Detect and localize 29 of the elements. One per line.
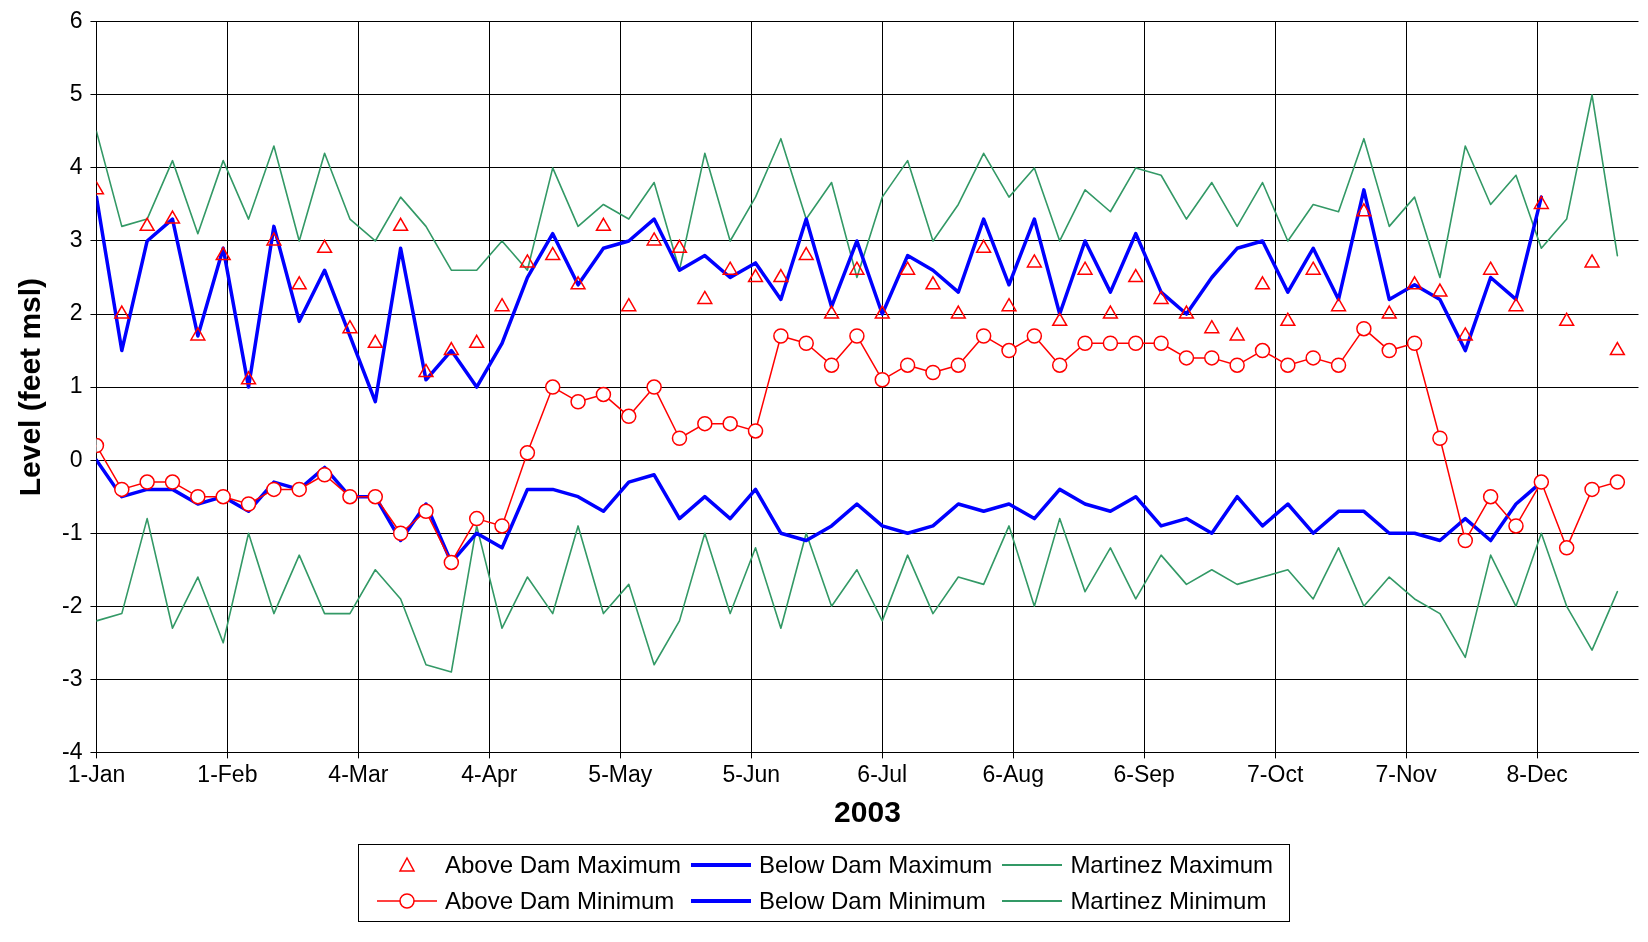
legend-label: Above Dam Maximum bbox=[444, 851, 681, 879]
y-tick-label: 6 bbox=[69, 7, 83, 34]
y-tick-label: -1 bbox=[62, 518, 83, 545]
y-axis-title: Level (feet msl) bbox=[13, 277, 47, 497]
x-tick-label: 5-Jun bbox=[722, 760, 781, 787]
x-tick-label: 6-Aug bbox=[982, 760, 1044, 787]
x-tick-label: 6-Sep bbox=[1113, 760, 1175, 787]
x-tick-label: 4-Apr bbox=[461, 760, 518, 787]
x-tick-label: 4-Mar bbox=[328, 760, 389, 787]
legend-label: Martinez Minimum bbox=[1070, 887, 1267, 915]
y-tick-label: 5 bbox=[69, 80, 83, 107]
x-tick-label: 5-May bbox=[588, 760, 653, 787]
legend-label: Martinez Maximum bbox=[1070, 851, 1274, 879]
legend-label: Below Dam Minimum bbox=[758, 887, 986, 915]
y-tick-label: 0 bbox=[69, 445, 83, 472]
x-axis-title: 2003 bbox=[834, 795, 901, 829]
y-tick-label: 3 bbox=[69, 226, 83, 253]
y-tick-label: 2 bbox=[69, 299, 83, 326]
y-tick-label: 4 bbox=[69, 153, 83, 180]
x-tick-label: 1-Feb bbox=[197, 760, 258, 787]
x-tick-label: 8-Dec bbox=[1506, 760, 1568, 787]
y-tick-label: -3 bbox=[62, 664, 83, 691]
legend-label: Below Dam Maximum bbox=[758, 851, 993, 879]
legend-label: Above Dam Minimum bbox=[444, 887, 675, 915]
x-tick-label: 7-Nov bbox=[1375, 760, 1438, 787]
y-tick-label: 1 bbox=[69, 372, 83, 399]
x-tick-label: 6-Jul bbox=[857, 760, 908, 787]
x-tick-label: 7-Oct bbox=[1247, 760, 1304, 787]
y-tick-label: -2 bbox=[62, 591, 83, 618]
